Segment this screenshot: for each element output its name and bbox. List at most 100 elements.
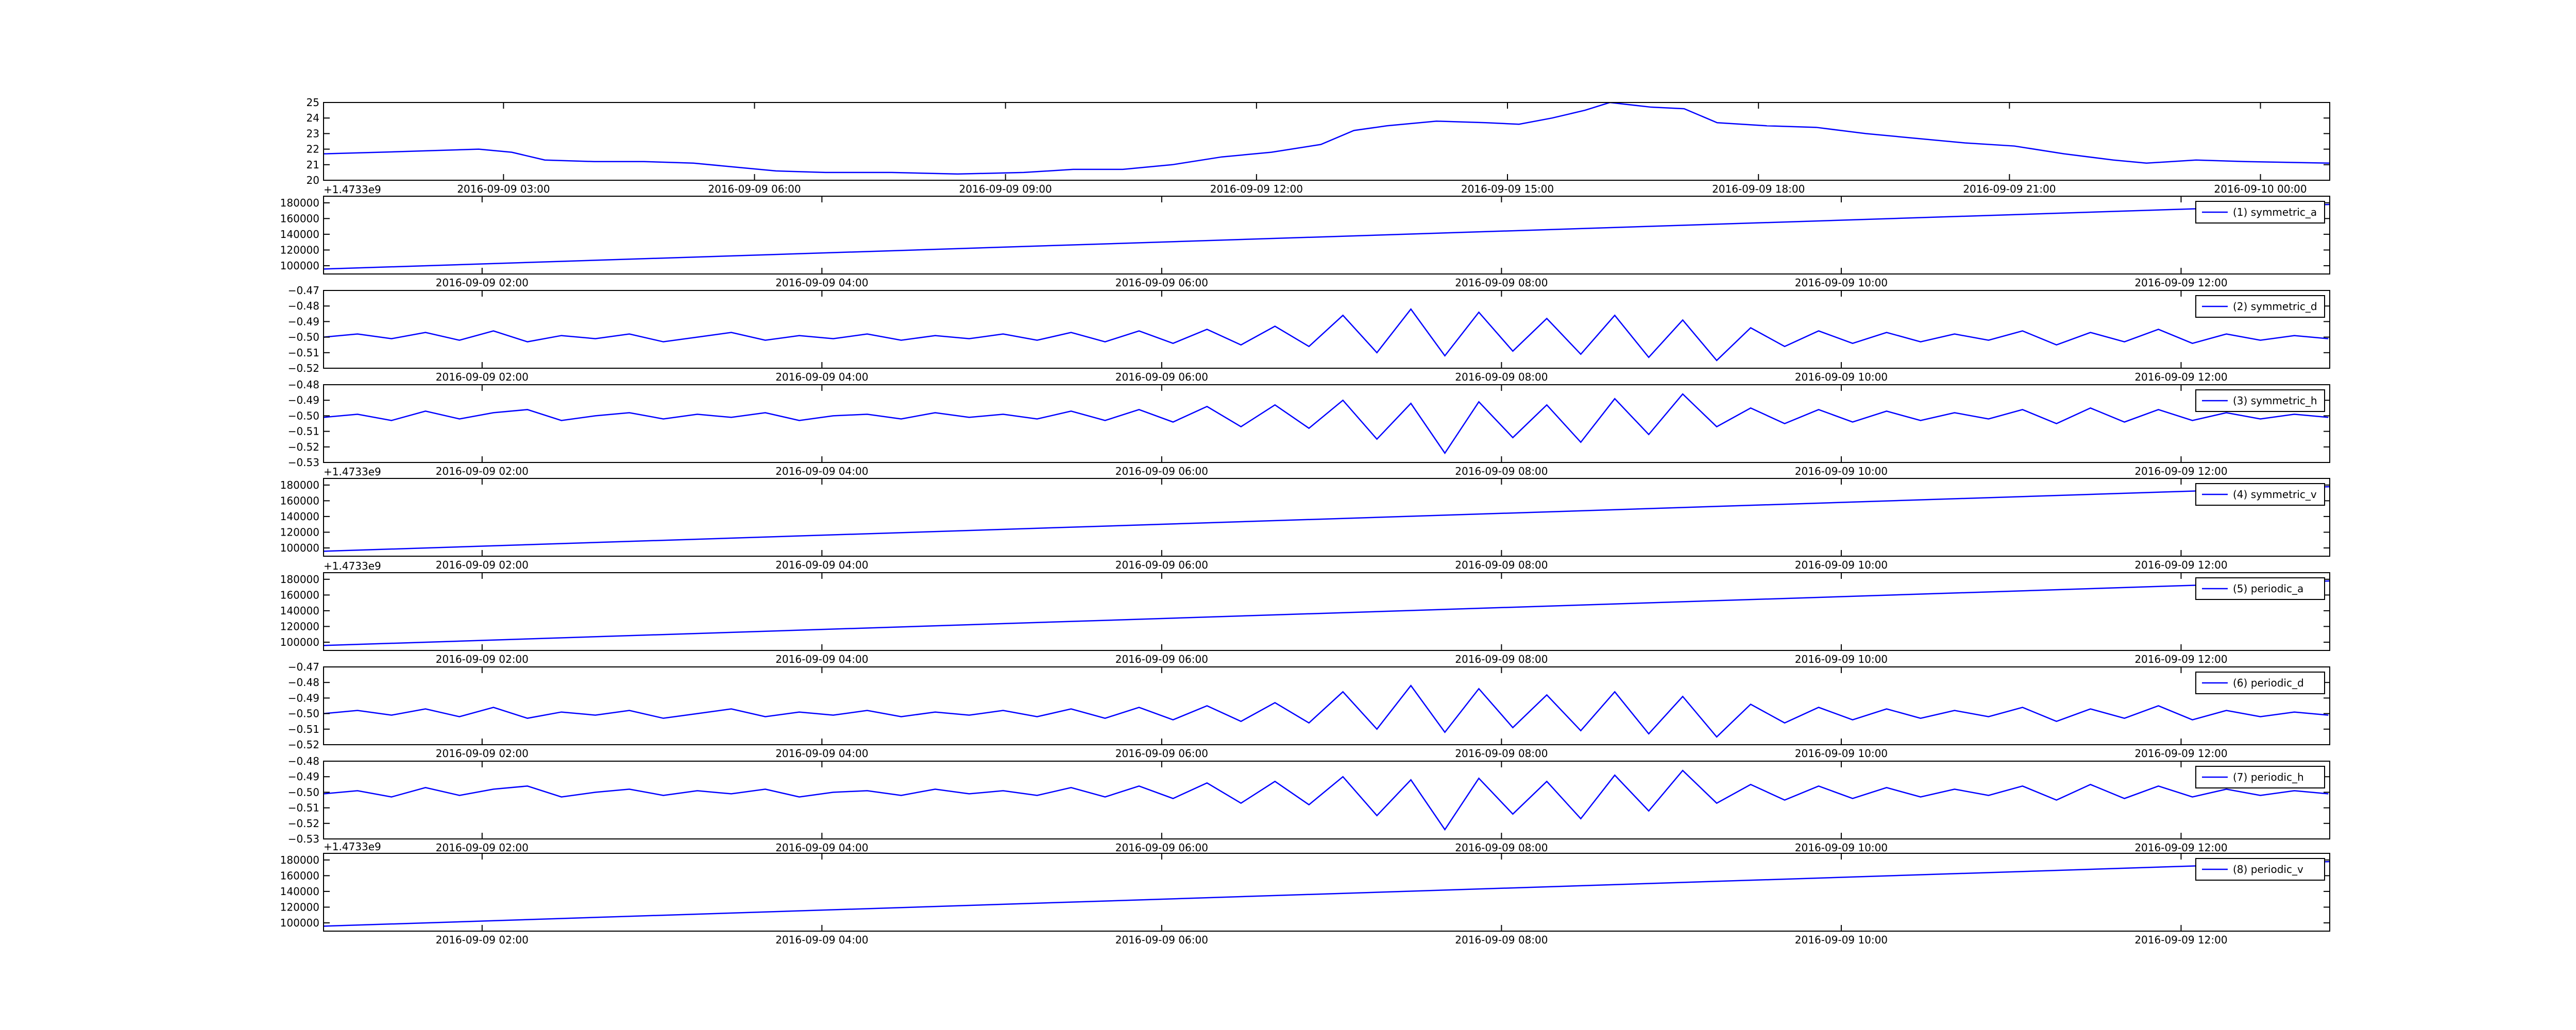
data-line — [324, 580, 2330, 646]
y-tick-label: 120000 — [280, 526, 319, 538]
plot-area — [324, 203, 2330, 270]
x-tick-label: 2016-09-09 02:00 — [436, 934, 529, 946]
y-tick-label: −0.48 — [288, 379, 319, 391]
y-tick-label: −0.53 — [288, 833, 319, 845]
x-tick-label: 2016-09-09 12:00 — [2134, 371, 2227, 383]
x-tick-label: 2016-09-09 10:00 — [1795, 371, 1888, 383]
legend-label: (3) symmetric_h — [2233, 394, 2317, 407]
y-tick-label: −0.50 — [288, 708, 319, 720]
plot-area — [324, 486, 2330, 552]
y-tick-label: 120000 — [280, 901, 319, 913]
y-tick-label: 100000 — [280, 542, 319, 554]
axes-frame — [323, 572, 2330, 651]
subplot: 100000 120000 140000 160000 180000 2016-09-09… — [280, 466, 2330, 571]
x-tick-label: 2016-09-09 12:00 — [2134, 653, 2227, 665]
x-tick-label: 2016-09-09 10:00 — [1795, 559, 1888, 571]
y-tick-label: 23 — [307, 127, 319, 140]
y-tick-label: −0.52 — [288, 441, 319, 453]
y-tick-label: −0.48 — [288, 300, 319, 312]
x-tick-label: 2016-09-09 08:00 — [1455, 559, 1548, 571]
x-tick-label: 2016-09-09 02:00 — [436, 371, 529, 383]
x-tick-label: 2016-09-09 04:00 — [775, 465, 868, 477]
x-tick-label: 2016-09-09 06:00 — [708, 183, 801, 195]
x-tick-label: 2016-09-09 06:00 — [1115, 934, 1208, 946]
subplot: 100000 120000 140000 160000 180000 2016-09-09… — [280, 840, 2330, 946]
x-tick-label: 2016-09-09 10:00 — [1795, 465, 1888, 477]
y-tick-label: 180000 — [280, 854, 319, 866]
x-tick-label: 2016-09-09 04:00 — [775, 934, 868, 946]
y-tick-label: 180000 — [280, 479, 319, 491]
x-tick-label: 2016-09-09 12:00 — [2134, 934, 2227, 946]
y-offset-label: +1.4733e9 — [324, 466, 381, 478]
x-tick-label: 2016-09-09 15:00 — [1461, 183, 1554, 195]
x-tick-label: 2016-09-09 02:00 — [436, 465, 529, 477]
plot-area — [324, 580, 2330, 646]
x-tick-label: 2016-09-09 02:00 — [436, 747, 529, 760]
x-tick-label: 2016-09-09 08:00 — [1455, 934, 1548, 946]
subplot: −0.52 −0.51 −0.50 −0.49 −0.48 −0.47 2016-09-09… — [288, 661, 2330, 760]
x-tick-label: 2016-09-09 06:00 — [1115, 559, 1208, 571]
y-tick-label: 120000 — [280, 244, 319, 256]
y-tick-label: −0.49 — [288, 315, 319, 328]
y-tick-label: 180000 — [280, 573, 319, 586]
x-tick-label: 2016-09-09 04:00 — [775, 747, 868, 760]
x-tick-label: 2016-09-09 03:00 — [457, 183, 550, 195]
x-tick-label: 2016-09-09 02:00 — [436, 277, 529, 289]
y-tick-label: 160000 — [280, 589, 319, 601]
axes-frame — [323, 761, 2330, 839]
data-line — [324, 203, 2330, 270]
y-tick-label: −0.50 — [288, 409, 319, 422]
x-tick-label: 2016-09-09 10:00 — [1795, 277, 1888, 289]
x-tick-label: 2016-09-09 02:00 — [436, 653, 529, 665]
y-tick-label: 25 — [307, 96, 319, 109]
plot-area — [324, 684, 2329, 738]
y-tick-label: 21 — [307, 159, 319, 171]
y-tick-label: 140000 — [280, 605, 319, 617]
x-tick-label: 2016-09-09 06:00 — [1115, 277, 1208, 289]
y-tick-label: 100000 — [280, 260, 319, 272]
data-line — [324, 684, 2329, 738]
x-tick-label: 2016-09-09 08:00 — [1455, 842, 1548, 854]
x-tick-label: 2016-09-09 02:00 — [436, 559, 529, 571]
axes-frame — [323, 384, 2330, 463]
x-tick-label: 2016-09-10 00:00 — [2214, 183, 2307, 195]
x-tick-label: 2016-09-09 12:00 — [2134, 747, 2227, 760]
y-tick-label: 180000 — [280, 197, 319, 209]
x-tick-label: 2016-09-09 08:00 — [1455, 747, 1548, 760]
y-tick-label: −0.51 — [288, 723, 319, 735]
y-tick-label: −0.47 — [288, 284, 319, 297]
y-tick-label: 22 — [307, 143, 319, 156]
subplot: 20 21 22 23 24 25 2016-09-09 03:00 2016-09-09 0… — [307, 96, 2330, 195]
x-tick-label: 2016-09-09 18:00 — [1712, 183, 1805, 195]
y-tick-label: −0.49 — [288, 394, 319, 406]
x-tick-label: 2016-09-09 04:00 — [775, 842, 868, 854]
y-tick-label: −0.49 — [288, 770, 319, 783]
y-tick-label: 160000 — [280, 494, 319, 507]
axes-frame — [323, 102, 2330, 181]
legend-label: (5) periodic_a — [2233, 582, 2303, 595]
plot-area — [324, 769, 2329, 831]
x-tick-label: 2016-09-09 12:00 — [2134, 465, 2227, 477]
legend-label: (7) periodic_h — [2233, 771, 2304, 783]
y-tick-label: −0.48 — [288, 755, 319, 767]
axes-frame — [323, 196, 2330, 274]
x-tick-label: 2016-09-09 12:00 — [2134, 559, 2227, 571]
y-tick-label: −0.50 — [288, 331, 319, 344]
y-tick-label: 140000 — [280, 510, 319, 523]
legend-label: (8) periodic_v — [2233, 863, 2303, 876]
y-tick-label: 160000 — [280, 869, 319, 882]
subplot: −0.53 −0.52 −0.51 −0.50 −0.49 −0.48 2016-09-09… — [288, 755, 2330, 854]
y-tick-label: −0.51 — [288, 347, 319, 359]
y-tick-label: 160000 — [280, 212, 319, 225]
x-tick-label: 2016-09-09 06:00 — [1115, 371, 1208, 383]
y-tick-label: −0.52 — [288, 362, 319, 374]
axes-frame — [323, 666, 2330, 745]
plot-area — [324, 102, 2330, 175]
axes-frame — [323, 478, 2330, 557]
y-tick-label: 100000 — [280, 917, 319, 929]
x-tick-label: 2016-09-09 21:00 — [1963, 183, 2056, 195]
subplot: −0.53 −0.52 −0.51 −0.50 −0.49 −0.48 2016-09-09… — [288, 379, 2330, 477]
subplot: 100000 120000 140000 160000 180000 2016-09-09… — [280, 183, 2330, 289]
y-tick-label: 24 — [307, 112, 319, 124]
